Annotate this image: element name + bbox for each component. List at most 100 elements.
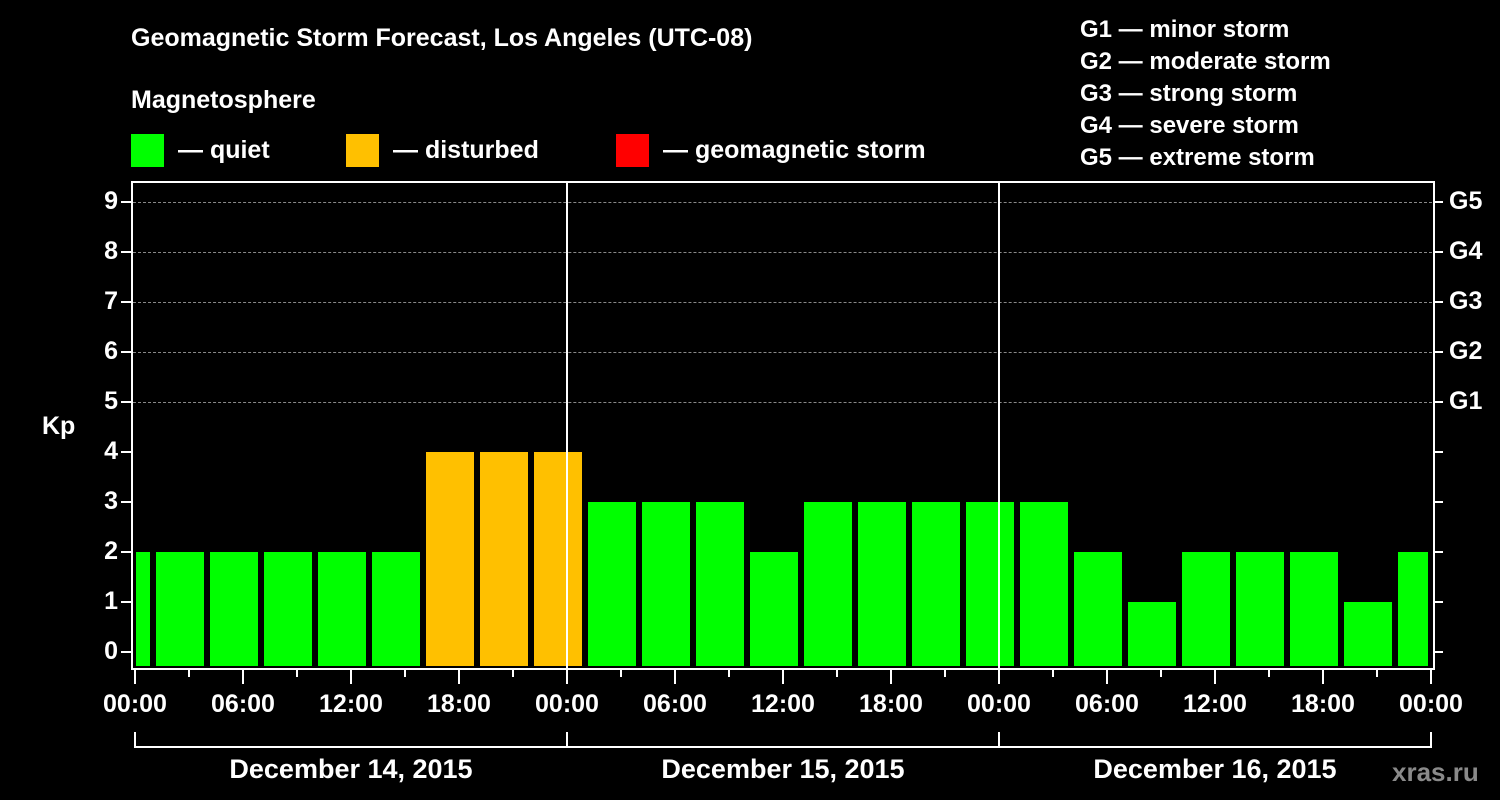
kp-bar (318, 552, 366, 666)
date-bracket-tick (1430, 732, 1432, 748)
x-tick-label: 12:00 (1183, 690, 1247, 718)
g-scale-item: G4 — severe storm (1080, 112, 1299, 139)
x-tick (728, 668, 730, 677)
kp-bar (210, 552, 258, 666)
x-tick (1268, 668, 1270, 677)
x-tick-label: 18:00 (859, 690, 923, 718)
chart-title: Geomagnetic Storm Forecast, Los Angeles … (131, 24, 753, 52)
x-tick (1376, 668, 1378, 677)
date-bracket-tick (566, 732, 568, 748)
y-tick (121, 251, 131, 253)
kp-bar (750, 552, 798, 666)
y-tick-label: 9 (104, 187, 118, 215)
g-tick-label: G5 (1449, 187, 1483, 215)
x-tick (1430, 668, 1432, 684)
x-tick-label: 12:00 (319, 690, 383, 718)
right-tick (1433, 451, 1443, 453)
y-tick (121, 351, 131, 353)
x-tick-label: 00:00 (967, 690, 1031, 718)
y-tick-label: 0 (104, 637, 118, 665)
right-tick (1433, 301, 1443, 303)
kp-bar (264, 552, 312, 666)
g-scale-legend: G1 — minor storm G2 — moderate storm G3 … (1080, 14, 1331, 174)
y-tick-label: 4 (104, 437, 118, 465)
g-tick-label: G3 (1449, 287, 1483, 315)
x-tick (188, 668, 190, 677)
x-tick (512, 668, 514, 677)
g-tick-label: G4 (1449, 237, 1483, 265)
kp-bar (156, 552, 204, 666)
kp-bar (1182, 552, 1230, 666)
y-tick (121, 401, 131, 403)
x-tick (1160, 668, 1162, 677)
date-label: December 15, 2015 (661, 754, 905, 784)
kp-bar (804, 502, 852, 666)
y-tick-label: 2 (104, 537, 118, 565)
watermark: xras.ru (1392, 757, 1479, 787)
right-tick (1433, 201, 1443, 203)
g-tick-label: G2 (1449, 337, 1483, 365)
x-tick (944, 668, 946, 677)
x-tick (134, 668, 136, 684)
kp-bar (426, 452, 474, 666)
kp-bar (912, 502, 960, 666)
x-tick-label: 06:00 (643, 690, 707, 718)
right-tick (1433, 601, 1443, 603)
x-tick (242, 668, 244, 684)
y-tick (121, 651, 131, 653)
legend-subtitle: Magnetosphere (131, 86, 316, 114)
x-tick-label: 00:00 (103, 690, 167, 718)
right-tick (1433, 551, 1443, 553)
right-tick (1433, 401, 1443, 403)
g-scale-item: G2 — moderate storm (1080, 48, 1331, 75)
kp-bar (1074, 552, 1122, 666)
legend-quiet-label: — quiet (178, 135, 270, 164)
x-tick (296, 668, 298, 677)
x-tick (404, 668, 406, 677)
date-label: December 16, 2015 (1093, 754, 1337, 784)
legend-storm-label: — geomagnetic storm (663, 135, 926, 164)
legend-quiet: — quiet (131, 133, 270, 167)
x-tick (620, 668, 622, 677)
legend-storm: — geomagnetic storm (616, 133, 926, 167)
x-tick (1106, 668, 1108, 684)
x-tick (566, 668, 568, 684)
day-separator (566, 182, 568, 668)
x-tick (458, 668, 460, 684)
date-bracket-tick (134, 732, 136, 748)
day-separator (998, 182, 1000, 668)
kp-bar (534, 452, 582, 666)
x-tick (890, 668, 892, 684)
gridline (133, 252, 1432, 253)
y-axis-label: Kp (42, 412, 76, 440)
kp-bar (588, 502, 636, 666)
y-tick-label: 6 (104, 337, 118, 365)
y-tick-label: 3 (104, 487, 118, 515)
gridline (133, 202, 1432, 203)
x-tick-label: 18:00 (1291, 690, 1355, 718)
g-tick-label: G1 (1449, 387, 1483, 415)
legend-disturbed: — disturbed (346, 133, 539, 167)
gridline (133, 352, 1432, 353)
legend-disturbed-label: — disturbed (393, 135, 539, 164)
x-tick (674, 668, 676, 684)
quiet-swatch-icon (131, 133, 164, 167)
y-tick (121, 551, 131, 553)
y-tick-label: 5 (104, 387, 118, 415)
y-tick (121, 201, 131, 203)
kp-bar (696, 502, 744, 666)
x-tick (350, 668, 352, 684)
kp-bar (480, 452, 528, 666)
x-tick-label: 18:00 (427, 690, 491, 718)
right-tick (1433, 251, 1443, 253)
kp-bar (1344, 602, 1392, 666)
right-tick (1433, 351, 1443, 353)
x-tick-label: 00:00 (535, 690, 599, 718)
kp-bar (858, 502, 906, 666)
x-tick-label: 06:00 (1075, 690, 1139, 718)
kp-bar (1020, 502, 1068, 666)
x-tick-label: 00:00 (1399, 690, 1463, 718)
y-tick (121, 451, 131, 453)
storm-swatch-icon (616, 133, 649, 167)
date-bracket (135, 746, 1431, 748)
